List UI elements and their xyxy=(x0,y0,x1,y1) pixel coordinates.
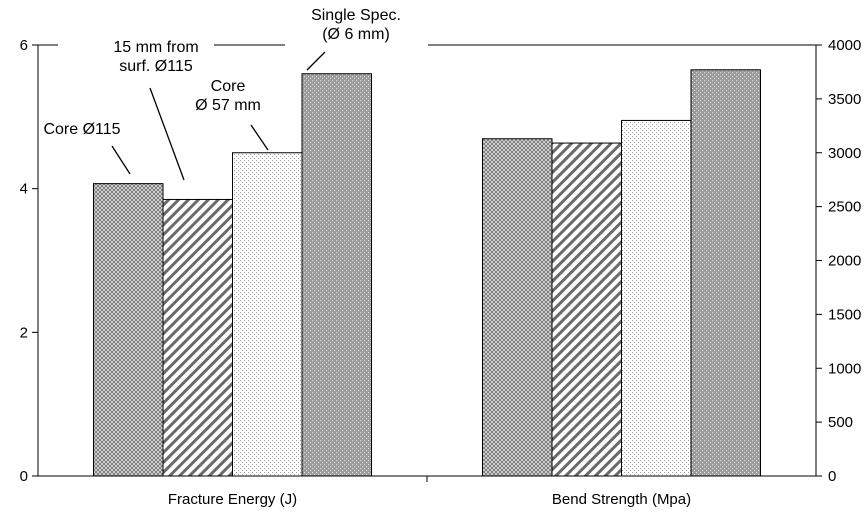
left-tick-label: 2 xyxy=(20,324,28,341)
bars-group xyxy=(93,69,761,477)
bar-fracture-energy-series-3 xyxy=(232,152,303,477)
bar-bend-strength-series-4 xyxy=(690,69,761,477)
right-tick-label: 3000 xyxy=(828,145,861,162)
annotation-leader-line xyxy=(250,124,269,151)
bar-fracture-energy-series-4 xyxy=(301,73,372,477)
category-label: Bend Strength (Mpa) xyxy=(552,491,691,508)
labels-group: 0 2 4 6 0 500 1000 1500 2000 2500 3000 3500 4000 Frac… xyxy=(20,37,862,508)
left-tick-label: 4 xyxy=(20,181,28,198)
right-tick-label: 0 xyxy=(828,468,836,485)
left-tick-label: 0 xyxy=(20,468,28,485)
category-label: Fracture Energy (J) xyxy=(168,491,297,508)
annotation-series-4: Single Spec. (Ø 6 mm) xyxy=(311,7,401,43)
bar-fracture-energy-series-2 xyxy=(162,198,233,477)
annotation-leader-line xyxy=(149,87,185,181)
right-tick-label: 2000 xyxy=(828,253,861,270)
annotation-leader-line xyxy=(111,145,131,175)
right-tick-label: 3500 xyxy=(828,91,861,108)
right-tick-label: 1000 xyxy=(828,360,861,377)
right-tick-label: 500 xyxy=(828,414,853,431)
annotation-series-3: Core Ø 57 mm xyxy=(195,78,261,114)
right-tick-label: 1500 xyxy=(828,306,861,323)
annotation-series-2: 15 mm from surf. Ø115 xyxy=(113,39,198,75)
bar-bend-strength-series-3 xyxy=(621,119,692,477)
annotation-leader-line xyxy=(306,51,326,71)
right-tick-label: 2500 xyxy=(828,199,861,216)
left-tick-label: 6 xyxy=(20,37,28,54)
bar-bend-strength-series-1 xyxy=(482,138,553,477)
right-tick-label: 4000 xyxy=(828,37,861,54)
annotation-series-1: Core Ø115 xyxy=(43,121,120,138)
bar-bend-strength-series-2 xyxy=(551,142,622,477)
bar-fracture-energy-series-1 xyxy=(93,183,164,477)
